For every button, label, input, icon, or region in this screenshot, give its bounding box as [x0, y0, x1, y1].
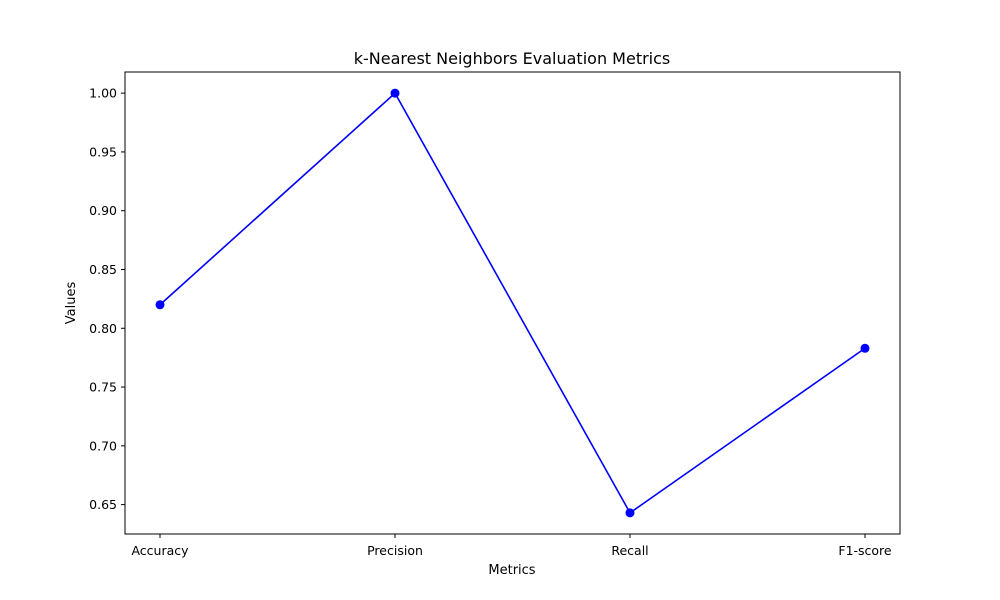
y-tick-label: 0.80 [89, 321, 117, 336]
plot-area-frame [124, 71, 901, 535]
y-tick-label: 0.95 [89, 144, 117, 159]
x-axis-label: Metrics [488, 563, 535, 578]
y-tick-label: 0.70 [89, 438, 117, 453]
chart-title: k-Nearest Neighbors Evaluation Metrics [354, 49, 671, 68]
x-tick-label: F1-score [838, 543, 892, 558]
series-line [159, 91, 866, 515]
data-point [860, 343, 870, 353]
y-axis-label: Values [64, 282, 79, 325]
data-point [625, 508, 635, 518]
x-tick-label: Accuracy [131, 543, 189, 558]
series-layer [155, 88, 870, 518]
x-axis: Accuracy Precision Recall F1-score [131, 534, 892, 558]
data-point [390, 88, 400, 98]
y-tick-label: 0.65 [89, 497, 117, 512]
x-tick-label: Precision [367, 543, 423, 558]
y-tick-label: 0.85 [89, 262, 117, 277]
data-point [155, 300, 165, 310]
y-tick-label: 0.75 [89, 380, 117, 395]
x-tick-label: Recall [611, 543, 648, 558]
y-tick-label: 1.00 [89, 86, 117, 101]
y-tick-label: 0.90 [89, 203, 117, 218]
y-axis: 0.65 0.70 0.75 0.80 0.85 0.90 0.95 1.00 [89, 86, 125, 512]
